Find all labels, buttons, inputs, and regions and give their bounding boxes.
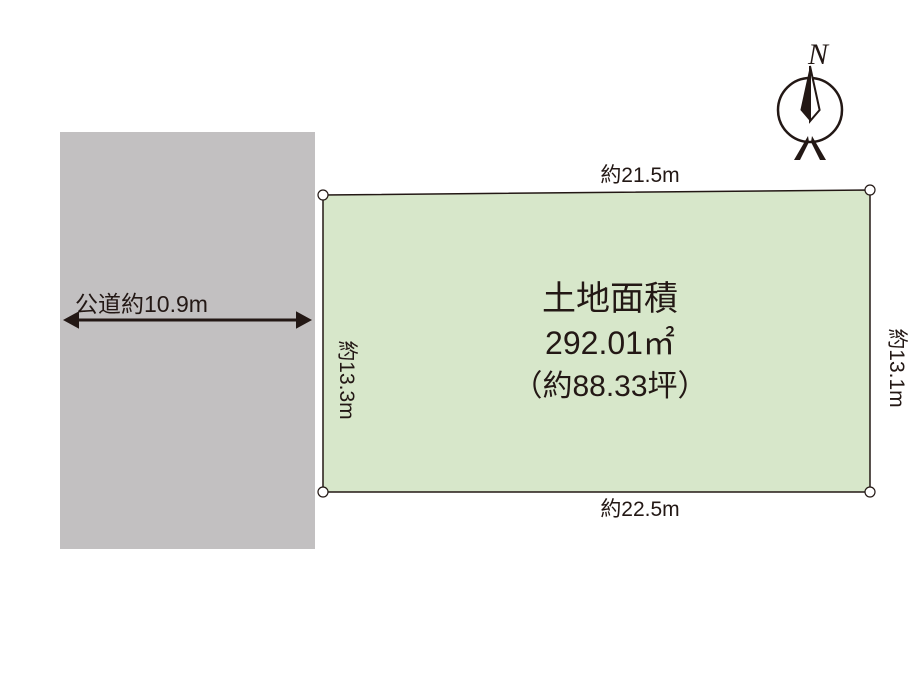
plot-corner-marker (318, 487, 328, 497)
plot-corner-marker (865, 487, 875, 497)
plot-corner-marker (318, 190, 328, 200)
plot-corner-marker (865, 185, 875, 195)
land-area-value: 292.01㎡ (545, 325, 675, 361)
dimension-left: 約13.3m (335, 340, 358, 419)
road-strip (60, 132, 315, 549)
land-area-title: 土地面積 (542, 280, 678, 318)
compass-icon: N (778, 38, 842, 160)
land-area-tsubo: （約88.33坪） (512, 370, 707, 403)
dimension-top: 約21.5m (600, 164, 679, 187)
dimension-right: 約13.1m (885, 328, 908, 407)
road-width-label: 公道約10.9m (75, 291, 208, 317)
dimension-bottom: 約22.5m (600, 498, 679, 521)
